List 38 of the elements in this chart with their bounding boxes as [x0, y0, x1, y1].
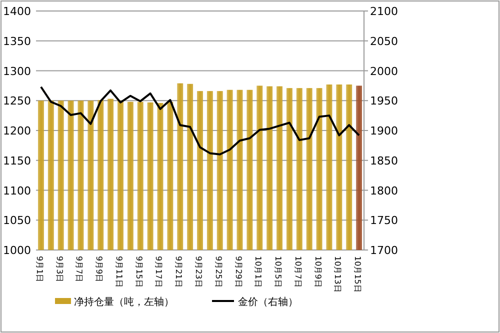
y2-tick-label: 2050 [370, 34, 398, 48]
y-tick-label: 1000 [3, 244, 31, 257]
x-tick-label: 9月25日 [214, 256, 223, 288]
x-tick-label: 9月7日 [74, 256, 84, 282]
x-tick-label: 9月1日 [34, 256, 44, 282]
y2-tick-label: 1950 [370, 94, 398, 108]
x-tick-label: 9月21日 [174, 256, 184, 288]
y2-tick-label: 1900 [370, 124, 398, 138]
x-tick-label: 9月11日 [114, 256, 124, 288]
x-tick-label: 10月9日 [313, 256, 322, 288]
x-tick-label: 10月7日 [293, 256, 302, 288]
x-tick-label: 10月15日 [353, 256, 362, 292]
legend-label: 金价（右轴） [238, 296, 298, 308]
y2-tick-label: 1750 [370, 214, 398, 228]
x-tick-label: 9月15日 [134, 256, 144, 288]
y-tick-label: 1300 [3, 64, 31, 78]
x-tick-label: 9月23日 [194, 256, 203, 288]
x-tick-label: 9月29日 [234, 256, 243, 288]
y-tick-label: 1150 [3, 154, 31, 168]
y-tick-label: 1050 [3, 214, 31, 228]
y-tick-label: 1400 [3, 5, 31, 18]
y-tick-label: 1250 [3, 94, 31, 108]
y-tick-label: 1100 [3, 184, 31, 198]
x-tick-label: 10月13日 [333, 256, 342, 292]
legend-label: 净持仓量（吨，左轴） [74, 296, 174, 308]
y2-tick-label: 2000 [370, 64, 398, 78]
y2-tick-label: 1800 [370, 184, 398, 198]
y2-tick-label: 2100 [370, 5, 398, 18]
x-tick-label: 10月1日 [254, 256, 263, 288]
x-tick-label: 10月5日 [274, 256, 283, 288]
y-tick-label: 1350 [3, 34, 31, 48]
y-tick-label: 1200 [3, 124, 31, 138]
line-series [40, 86, 360, 156]
x-tick-label: 9月9日 [94, 256, 104, 282]
y2-tick-label: 1850 [370, 154, 398, 168]
x-tick-label: 9月17日 [154, 256, 164, 288]
x-tick-label: 9月3日 [54, 256, 64, 282]
y2-tick-label: 1700 [370, 244, 398, 257]
